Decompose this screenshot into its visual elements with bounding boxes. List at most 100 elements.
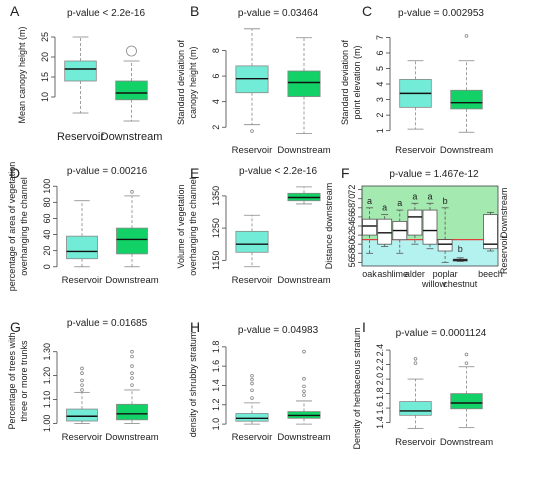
outlier-point bbox=[250, 129, 254, 133]
y-tick-label: 1.00 bbox=[42, 415, 52, 433]
y-axis-label: Distance downstream bbox=[324, 183, 334, 270]
y-tick-label: 2.4 bbox=[375, 344, 385, 357]
box-iqr bbox=[407, 209, 423, 236]
outlier-point bbox=[250, 374, 254, 378]
panel-letter: D bbox=[10, 165, 20, 181]
outlier-point bbox=[130, 190, 134, 194]
y-axis-label: density of shrubby stratum bbox=[188, 332, 198, 438]
box-iqr bbox=[116, 403, 148, 421]
y-axis-label: Density of herbaceous stratum bbox=[352, 327, 362, 449]
box-iqr bbox=[287, 70, 321, 97]
outlier-point bbox=[250, 396, 254, 400]
x-label-downstream: Downstream bbox=[105, 432, 158, 443]
significance-letter: b bbox=[443, 196, 448, 206]
y-tick-label: 1.4 bbox=[211, 379, 221, 392]
y-tick-label: 25 bbox=[40, 32, 50, 42]
outlier-point bbox=[80, 371, 84, 376]
species-label: ash bbox=[377, 269, 392, 279]
y-tick-label: 1150 bbox=[211, 251, 221, 270]
species-label: lime bbox=[392, 269, 409, 279]
outlier-point bbox=[130, 383, 134, 387]
box-extra bbox=[422, 202, 438, 250]
panel-title: p-value < 2.2e-16 bbox=[67, 8, 146, 19]
species-label: poplar bbox=[433, 269, 458, 279]
x-label-reservoir: Reservoir bbox=[62, 275, 103, 286]
box-iqr bbox=[437, 239, 453, 252]
y-tick-label: 1.10 bbox=[42, 391, 52, 409]
y-tick-label: 0 bbox=[42, 264, 52, 269]
y-tick-label: 1.8 bbox=[375, 387, 385, 400]
panel-letter: F bbox=[341, 165, 350, 181]
panel-title: p-value = 0.04983 bbox=[238, 325, 319, 336]
box-reservoir bbox=[64, 36, 97, 114]
box-downstream bbox=[116, 190, 148, 268]
y-tick-label: 1.6 bbox=[211, 360, 221, 373]
box-iqr bbox=[362, 218, 377, 236]
y-tick-label: 1250 bbox=[211, 218, 221, 238]
panel-title: p-value = 1.467e-12 bbox=[389, 169, 479, 180]
y-axis-label: percentage of area of vegetation bbox=[7, 162, 17, 292]
outlier-point bbox=[130, 364, 134, 368]
panel-letter: C bbox=[362, 3, 372, 19]
x-label-reservoir: Reservoir bbox=[232, 275, 273, 286]
x-label-reservoir: Reservoir bbox=[57, 131, 104, 143]
y-tick-label: 2.0 bbox=[375, 373, 385, 386]
box-iqr bbox=[399, 401, 432, 416]
y-axis-label: canopy height (m) bbox=[188, 46, 198, 118]
y-axis: 1.41.6 1.82.0 2.22.4 bbox=[375, 344, 391, 429]
box-iqr bbox=[66, 408, 98, 422]
box-iqr bbox=[66, 235, 98, 260]
outlier-point bbox=[80, 366, 84, 371]
outlier-point bbox=[413, 356, 418, 361]
box-iqr bbox=[235, 413, 269, 422]
y-tick-label: 64 bbox=[347, 221, 357, 231]
outlier-point bbox=[464, 361, 469, 365]
y-tick-label: 20 bbox=[40, 52, 50, 62]
zone-label-downstream: Downstream bbox=[499, 188, 509, 239]
y-tick-label: 8 bbox=[211, 48, 221, 53]
x-label-downstream: Downstream bbox=[101, 131, 163, 143]
panel-letter: B bbox=[190, 3, 199, 19]
box-iqr bbox=[64, 60, 97, 82]
box-iqr bbox=[115, 80, 148, 101]
y-tick-label: 66 bbox=[347, 212, 357, 222]
outlier-point bbox=[250, 388, 254, 393]
species-label: beech bbox=[478, 269, 503, 279]
box-iqr bbox=[116, 227, 148, 255]
box-oak bbox=[362, 207, 377, 254]
y-tick-label: 72 bbox=[347, 185, 357, 195]
y-tick-label: 1.2 bbox=[211, 399, 221, 412]
outlier-point bbox=[302, 376, 306, 381]
outlier-point bbox=[80, 378, 84, 383]
y-tick-label: 1.20 bbox=[42, 367, 52, 385]
y-tick-label: 58 bbox=[347, 248, 357, 258]
x-label-reservoir: Reservoir bbox=[232, 432, 273, 443]
y-axis: 1150 1250 1350 bbox=[211, 186, 227, 270]
outlier-point bbox=[413, 361, 418, 365]
y-axis: 0 20 40 60 80 100 bbox=[42, 179, 58, 269]
x-label-downstream: Downstream bbox=[440, 437, 493, 448]
panel-letter: A bbox=[10, 3, 20, 19]
box-downstream bbox=[450, 352, 483, 429]
x-label-reservoir: Reservoir bbox=[62, 432, 103, 443]
outlier-point bbox=[130, 371, 134, 376]
y-tick-label: 68 bbox=[347, 203, 357, 213]
zone-label-reservoir: Reservoir bbox=[499, 236, 509, 275]
outlier-point bbox=[80, 383, 84, 387]
box-iqr bbox=[450, 393, 483, 410]
outlier-point bbox=[130, 354, 134, 359]
box-willow bbox=[437, 207, 453, 263]
y-tick-label: 1 bbox=[375, 128, 385, 133]
box-poplar bbox=[452, 257, 468, 262]
y-axis-label: Mean canopy height (m) bbox=[17, 26, 27, 123]
box-downstream bbox=[287, 37, 321, 135]
species-label: willow bbox=[421, 279, 447, 289]
y-tick-label: 4 bbox=[375, 82, 385, 87]
